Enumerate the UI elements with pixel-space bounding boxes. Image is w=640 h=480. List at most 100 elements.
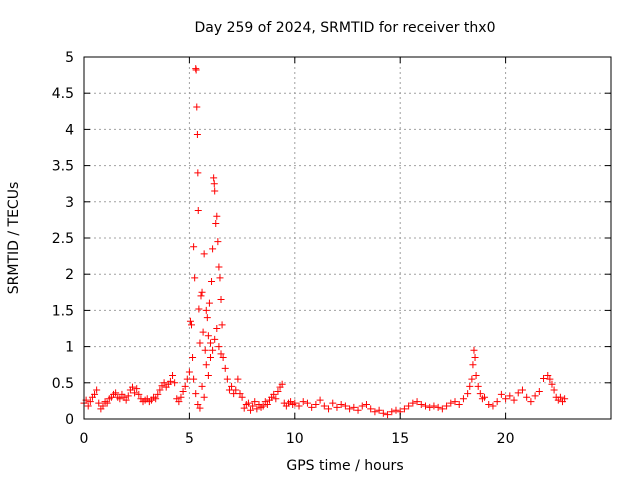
data-point xyxy=(116,395,124,403)
data-point xyxy=(179,387,187,395)
data-point xyxy=(177,393,185,401)
data-point xyxy=(354,406,362,414)
data-point xyxy=(426,403,434,411)
data-point xyxy=(481,393,489,401)
data-point xyxy=(189,353,197,361)
data-point xyxy=(217,350,225,358)
data-point xyxy=(171,379,179,387)
data-point xyxy=(211,335,219,343)
data-point xyxy=(540,374,548,382)
data-point xyxy=(455,401,463,409)
data-point xyxy=(514,389,522,397)
data-point xyxy=(225,386,233,394)
data-point xyxy=(337,401,345,409)
data-point xyxy=(196,404,204,412)
data-point xyxy=(193,130,201,138)
data-point xyxy=(238,393,246,401)
data-point xyxy=(124,392,132,400)
data-point xyxy=(212,220,220,228)
y-tick-label: 0 xyxy=(65,412,74,428)
data-point xyxy=(240,404,248,412)
data-point xyxy=(216,274,224,282)
data-point xyxy=(506,392,514,400)
y-tick-label: 4 xyxy=(65,122,74,138)
data-point xyxy=(186,317,194,325)
data-point xyxy=(447,399,455,407)
x-tick-label: 10 xyxy=(286,431,304,447)
data-point xyxy=(93,386,101,394)
data-point xyxy=(346,405,354,413)
y-tick-label: 3 xyxy=(65,195,74,211)
data-point xyxy=(206,353,214,361)
data-point xyxy=(409,399,417,407)
data-point xyxy=(91,390,99,398)
data-point xyxy=(295,402,303,410)
data-point xyxy=(217,296,225,304)
grid-lines xyxy=(84,57,611,419)
data-point xyxy=(197,292,205,300)
data-point xyxy=(308,403,316,411)
data-point xyxy=(379,409,387,417)
data-point xyxy=(206,339,214,347)
y-tick-label: 1.5 xyxy=(52,303,74,319)
data-point xyxy=(210,174,218,182)
data-point xyxy=(202,361,210,369)
data-point xyxy=(333,403,341,411)
chart-title: Day 259 of 2024, SRMTID for receiver thx… xyxy=(195,20,496,36)
data-point xyxy=(405,402,413,410)
data-point xyxy=(430,402,438,410)
data-point xyxy=(388,408,396,416)
data-point xyxy=(531,392,539,400)
data-point xyxy=(470,346,478,354)
data-point xyxy=(185,368,193,376)
data-point xyxy=(192,66,200,74)
data-point xyxy=(341,402,349,410)
data-point xyxy=(188,321,196,329)
data-point xyxy=(468,375,476,383)
data-point xyxy=(215,343,223,351)
x-axis-label: GPS time / hours xyxy=(286,458,403,474)
data-point xyxy=(329,399,337,407)
data-points xyxy=(80,65,569,419)
data-point xyxy=(550,386,558,394)
data-point xyxy=(194,206,202,214)
data-point xyxy=(493,398,501,406)
data-point xyxy=(434,403,442,411)
data-point xyxy=(203,314,211,322)
data-point xyxy=(263,401,271,409)
data-point xyxy=(183,375,191,383)
data-point xyxy=(471,353,479,361)
data-point xyxy=(112,389,120,397)
data-point xyxy=(95,399,103,407)
y-axis-label: SRMTID / TECUs xyxy=(6,182,22,295)
data-point xyxy=(556,393,564,401)
data-point xyxy=(443,402,451,410)
data-point xyxy=(375,406,383,414)
data-point xyxy=(213,212,221,220)
data-point xyxy=(459,395,467,403)
data-point xyxy=(244,399,252,407)
data-point xyxy=(236,390,244,398)
data-point xyxy=(421,402,429,410)
data-point xyxy=(199,328,207,336)
data-point xyxy=(200,393,208,401)
data-point xyxy=(259,402,267,410)
data-point xyxy=(303,399,311,407)
data-point xyxy=(166,377,174,385)
data-point xyxy=(417,401,425,409)
y-tick-label: 3.5 xyxy=(52,159,74,175)
data-point xyxy=(210,180,218,188)
data-point xyxy=(469,361,477,369)
data-point xyxy=(204,332,212,340)
data-point xyxy=(193,103,201,111)
data-point xyxy=(211,187,219,195)
data-point xyxy=(299,398,307,406)
data-point xyxy=(204,372,212,380)
data-point xyxy=(200,250,208,258)
data-point xyxy=(523,393,531,401)
data-point xyxy=(270,390,278,398)
data-point xyxy=(232,386,240,394)
data-point xyxy=(466,382,474,390)
data-point xyxy=(202,306,210,314)
data-point xyxy=(451,398,459,406)
